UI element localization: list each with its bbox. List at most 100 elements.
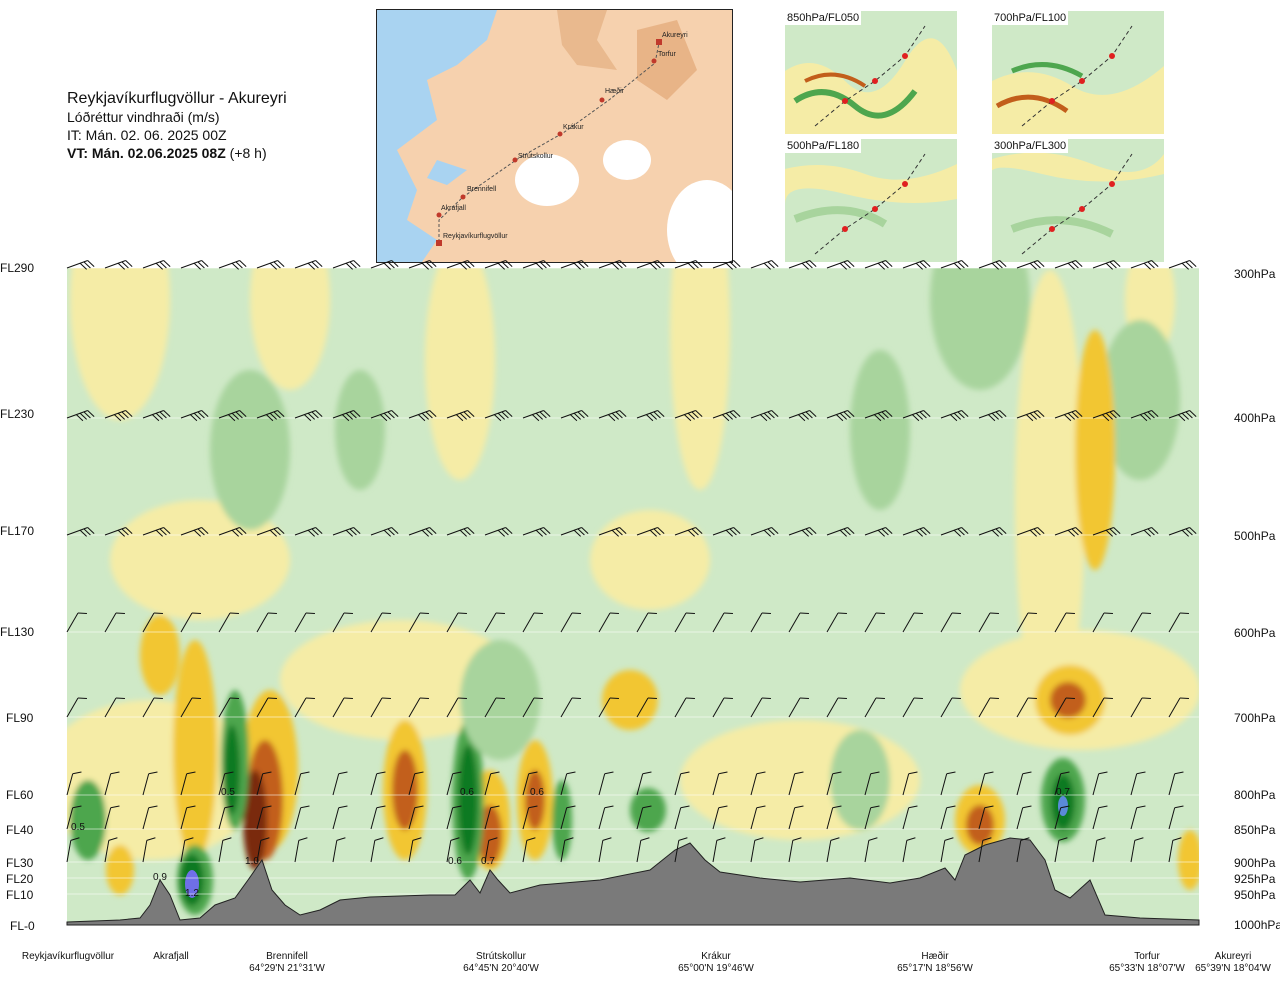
- wind-barb: [104, 805, 120, 830]
- thumbnail-500hpa-label: 500hPa/FL180: [785, 139, 862, 153]
- wind-barb: [978, 697, 999, 718]
- wind-barb: [750, 805, 766, 830]
- thumbnail-700hpa[interactable]: 700hPa/FL100: [992, 11, 1164, 134]
- map-marker-akureyri: [656, 39, 662, 45]
- wind-barb: [522, 697, 543, 718]
- wind-barb: [446, 837, 460, 863]
- wind-barb: [864, 697, 885, 718]
- wind-barb: [674, 410, 703, 422]
- field-region: [1178, 830, 1199, 890]
- field-region: [602, 670, 658, 730]
- wind-barb: [940, 837, 954, 863]
- wind-barb: [104, 410, 133, 422]
- wind-barb: [560, 410, 589, 422]
- wind-barb: [750, 527, 779, 537]
- wind-barb: [294, 527, 323, 537]
- wind-barb: [1168, 805, 1184, 830]
- wind-barb: [788, 771, 804, 796]
- wind-barb: [66, 697, 87, 718]
- right-axis-label: 400hPa: [1234, 411, 1276, 425]
- wind-barb: [484, 837, 498, 863]
- wind-barb: [332, 805, 348, 830]
- waypoint-label: Krákur 65°00'N 19°46'W: [666, 951, 766, 975]
- field-region: [243, 770, 267, 870]
- wind-barb: [408, 697, 429, 718]
- wind-barb: [902, 805, 918, 830]
- vertical-velocity-field: [67, 268, 1199, 915]
- plot-background: [67, 268, 1199, 925]
- wind-barb: [788, 410, 817, 422]
- wind-barb: [218, 527, 247, 537]
- wind-barb: [560, 612, 581, 633]
- thumbnail-500hpa-canvas: [785, 139, 957, 262]
- wind-barb: [1130, 805, 1146, 830]
- gridlines: [67, 267, 1199, 926]
- field-region: [1015, 270, 1085, 730]
- wind-barb: [180, 612, 201, 633]
- route-map-canvas: Akureyri Torfur Hæðir Krákur Strútskollu…: [377, 10, 732, 262]
- wind-barb: [826, 697, 847, 718]
- wind-barb: [560, 837, 574, 863]
- wind-barb: [218, 612, 239, 633]
- wind-barbs: [66, 260, 1197, 863]
- field-region: [185, 870, 199, 898]
- waypoint-label: Hæðir 65°17'N 18°56'W: [880, 951, 990, 975]
- wind-barb: [1168, 771, 1184, 796]
- waypoint-name: Torfur: [1134, 951, 1160, 962]
- value-annotation: 0.7: [481, 856, 495, 867]
- wind-barb: [636, 697, 657, 718]
- wind-barb: [522, 410, 551, 422]
- glacier-langjokull: [515, 154, 579, 206]
- field-region: [630, 788, 666, 832]
- wind-barb: [598, 771, 614, 796]
- thumbnail-850hpa[interactable]: 850hPa/FL050: [785, 11, 957, 134]
- wind-barb: [142, 805, 158, 830]
- value-annotation: 1.2: [185, 888, 199, 899]
- wind-barb: [750, 410, 779, 422]
- field-region: [224, 725, 240, 815]
- wind-barb: [218, 260, 247, 270]
- wind-barb: [1092, 410, 1121, 422]
- wind-barb: [902, 837, 916, 863]
- wind-barb: [66, 771, 82, 796]
- map-label-haedir: Hæðir: [605, 87, 625, 95]
- left-axis-label: FL170: [0, 524, 35, 538]
- wind-barb: [1130, 697, 1151, 718]
- wind-barb: [66, 527, 95, 537]
- right-axis-label: 300hPa: [1234, 267, 1276, 281]
- wind-barb: [446, 771, 462, 796]
- field-region: [335, 370, 385, 490]
- glacier-hofsjokull: [603, 140, 651, 180]
- wind-barb: [1092, 837, 1106, 863]
- thumbnail-300hpa-canvas: [992, 139, 1164, 262]
- thumbnail-500hpa[interactable]: 500hPa/FL180: [785, 139, 957, 262]
- waypoint-name: Hæðir: [921, 951, 949, 962]
- wind-barb: [598, 805, 614, 830]
- map-marker-krakur: [557, 131, 563, 137]
- wind-barb: [978, 805, 994, 830]
- waypoint-coord: 65°39'N 18°04'W: [1195, 963, 1271, 974]
- value-annotation: 0.6: [448, 856, 462, 867]
- wind-barb: [370, 697, 391, 718]
- wind-barb: [1054, 527, 1083, 537]
- wind-barb: [1130, 771, 1146, 796]
- wind-barb: [750, 612, 771, 633]
- thumbnail-850hpa-canvas: [785, 11, 957, 134]
- wind-barb: [256, 805, 272, 830]
- wind-barb: [256, 612, 277, 633]
- wind-barb: [332, 697, 353, 718]
- value-annotations: 0.5 0.9 1.2 0.5 1.0 0.6 0.6 0.7 0.6 0.7: [71, 787, 1070, 899]
- wind-barb: [864, 410, 893, 422]
- wind-barb: [560, 527, 589, 537]
- wind-barb: [370, 771, 386, 796]
- map-label-akrafjall: Akrafjall: [441, 205, 466, 212]
- field-region: [70, 780, 106, 860]
- wind-barb: [142, 612, 163, 633]
- wind-barb: [1168, 527, 1197, 537]
- wind-barb: [484, 805, 500, 830]
- wind-barb: [256, 771, 272, 796]
- wind-barb: [750, 260, 779, 270]
- thumbnail-300hpa[interactable]: 300hPa/FL300: [992, 139, 1164, 262]
- wind-barb: [180, 527, 209, 537]
- wind-barb: [674, 837, 688, 863]
